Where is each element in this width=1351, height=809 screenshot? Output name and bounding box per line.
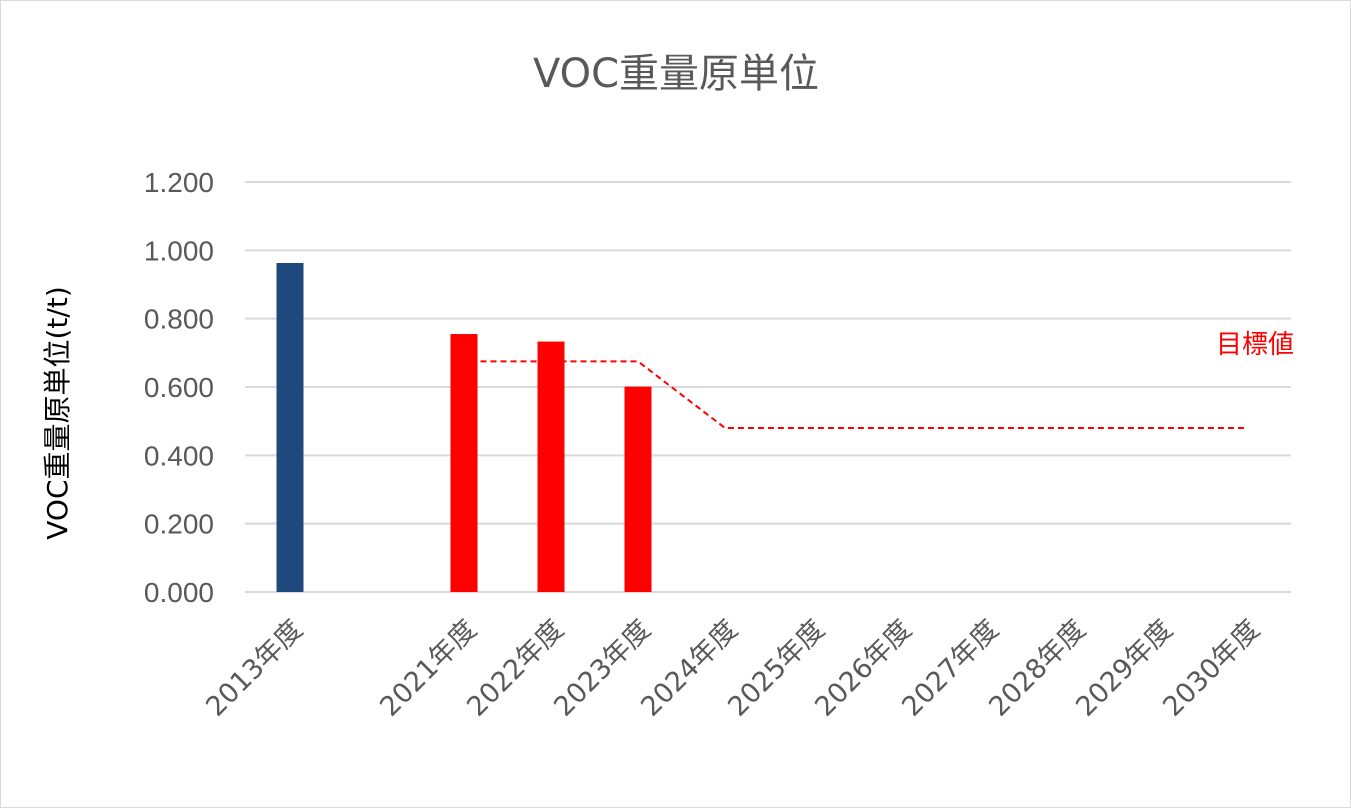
chart-title: VOC重量原単位	[533, 51, 819, 97]
y-tick-label: 0.200	[144, 509, 214, 540]
target-line-label: 目標値	[1216, 330, 1294, 360]
target-line-group: 目標値	[450, 330, 1294, 429]
y-tick-label: 0.600	[144, 372, 214, 403]
bar	[450, 334, 478, 592]
x-tick-label: 2030年度	[1157, 614, 1266, 723]
x-tick-label: 2013年度	[200, 614, 309, 723]
y-axis-label: VOC重量原単位(t/t)	[41, 286, 74, 540]
y-tick-label: 0.800	[144, 304, 214, 335]
bars	[276, 262, 652, 592]
y-tick-label: 1.000	[144, 235, 214, 266]
gridlines	[245, 181, 1291, 593]
y-tick-label: 0.400	[144, 440, 214, 471]
bar	[537, 341, 565, 592]
y-tick-label: 1.200	[144, 167, 214, 198]
target-line	[450, 360, 1247, 429]
bar	[276, 262, 304, 592]
bar	[624, 386, 652, 592]
x-tick-labels: 2013年度 2021年度2022年度2023年度2024年度2025年度2026…	[200, 614, 1266, 723]
y-tick-label: 0.000	[144, 577, 214, 608]
y-tick-labels: 0.000 0.200 0.400 0.600 0.800 1.000 1.200	[144, 167, 214, 608]
